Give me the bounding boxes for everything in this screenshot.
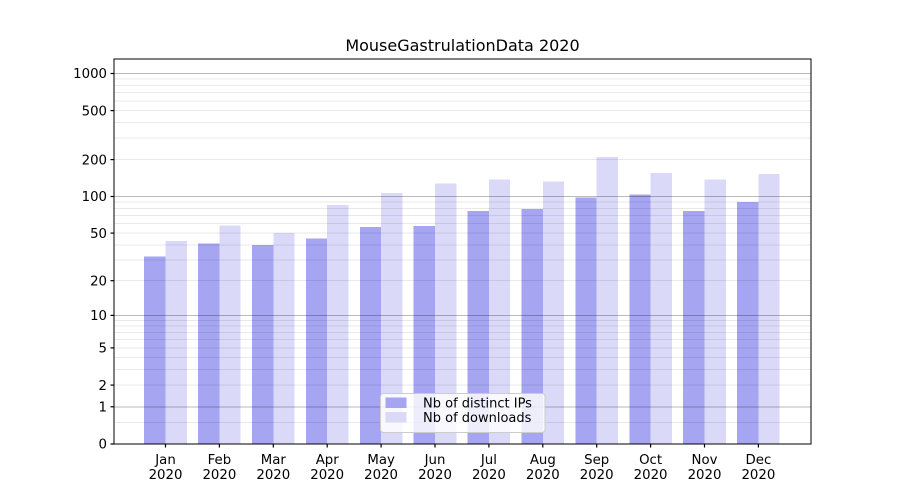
x-tick-label: Nov 2020 [688, 453, 722, 483]
x-tick-label: Mar 2020 [256, 453, 290, 483]
bar [650, 172, 672, 445]
bar [467, 211, 489, 444]
bar [219, 225, 241, 444]
y-tick-label: 20 [90, 274, 107, 289]
bar [359, 227, 382, 444]
x-axis: Jan 2020 Feb 2020 Mar 2020 Apr 2020 May 2020 Jun 20… [149, 444, 775, 483]
x-tick-label: Feb 2020 [202, 453, 236, 483]
bar [413, 226, 435, 444]
bar [629, 194, 651, 444]
bar [381, 192, 403, 444]
plot-border [113, 58, 812, 445]
y-minor-grid [114, 78, 811, 423]
y-tick-label: 1 [99, 401, 107, 416]
legend-label: Nb of distinct IPs [423, 397, 532, 412]
x-tick-label: Sep 2020 [580, 453, 614, 483]
y-tick-label: 200 [82, 153, 107, 168]
x-tick-label: Jun 2020 [418, 453, 452, 483]
y-tick-label: 100 [82, 190, 107, 205]
y-axis: 0 1 2 5 10 20 50 100 200 500 1000 [73, 67, 114, 453]
bar [327, 205, 349, 444]
y-tick-label: 50 [90, 227, 107, 242]
bar [758, 174, 780, 444]
bar [273, 233, 295, 444]
y-tick-label: 1000 [73, 67, 107, 82]
bar [683, 211, 705, 444]
y-tick-label: 500 [82, 104, 107, 119]
bar [435, 183, 457, 444]
x-tick-label: Dec 2020 [741, 453, 775, 483]
x-tick-label: Apr 2020 [310, 453, 344, 483]
legend-swatch-downloads [385, 412, 407, 423]
bar [488, 179, 511, 444]
y-tick-label: 0 [99, 438, 107, 453]
y-tick-label: 10 [90, 309, 107, 324]
bar [575, 197, 597, 444]
bar [737, 202, 759, 444]
x-tick-label: Jan 2020 [149, 453, 183, 483]
x-tick-label: Jul 2020 [472, 453, 506, 483]
bar [305, 238, 328, 444]
bar [542, 181, 565, 444]
bar [144, 256, 166, 444]
bar [521, 209, 543, 444]
bars-distinct-ips [144, 194, 759, 444]
bar [198, 243, 220, 444]
legend-label: Nb of downloads [423, 411, 532, 426]
bar [596, 157, 618, 444]
bar [165, 241, 187, 444]
y-tick-label: 2 [99, 379, 107, 394]
x-tick-label: Oct 2020 [634, 453, 668, 483]
x-tick-label: May 2020 [364, 453, 398, 483]
bar [704, 179, 726, 444]
bar [252, 244, 274, 444]
chart-title: MouseGastrulationData 2020 [345, 36, 580, 55]
legend-box [380, 393, 546, 433]
y-tick-label: 5 [99, 342, 107, 357]
x-tick-label: Aug 2020 [526, 453, 560, 483]
bars-downloads [165, 157, 780, 445]
legend-swatch-distinct-ips [385, 397, 407, 408]
